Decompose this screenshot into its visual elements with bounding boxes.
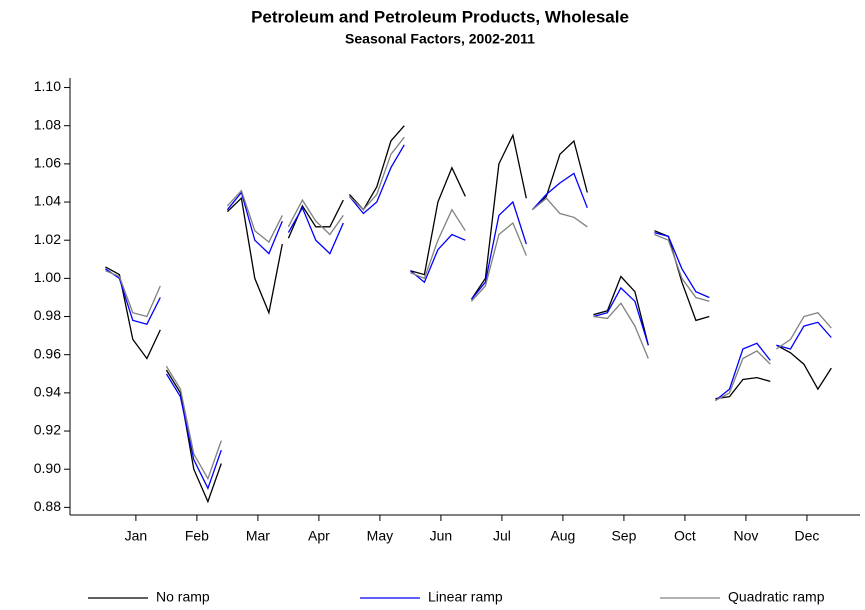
x-tick-label: Nov [733, 528, 758, 544]
y-tick-label: 0.90 [34, 460, 61, 476]
x-tick-label: Jul [493, 528, 511, 544]
y-tick-label: 1.04 [34, 193, 61, 209]
x-tick-label: Feb [185, 528, 209, 544]
legend-label: Quadratic ramp [728, 589, 825, 605]
y-tick-label: 1.08 [34, 116, 61, 132]
legend-label: No ramp [156, 589, 210, 605]
x-tick-label: Aug [550, 528, 575, 544]
y-tick-label: 1.06 [34, 155, 61, 171]
legend-label: Linear ramp [428, 589, 503, 605]
x-tick-label: Oct [674, 528, 696, 544]
y-tick-label: 1.02 [34, 231, 61, 247]
y-tick-label: 0.92 [34, 422, 61, 438]
y-tick-label: 0.94 [34, 384, 61, 400]
series-line [105, 125, 832, 504]
x-tick-label: May [367, 528, 393, 544]
chart-subtitle: Seasonal Factors, 2002-2011 [345, 31, 535, 47]
y-tick-label: 0.96 [34, 345, 61, 361]
y-tick-label: 0.98 [34, 307, 61, 323]
x-tick-label: Dec [794, 528, 819, 544]
y-tick-label: 1.10 [34, 78, 61, 94]
y-tick-label: 1.00 [34, 269, 61, 285]
x-tick-label: Jun [430, 528, 453, 544]
series-line [105, 136, 832, 481]
x-tick-label: Mar [246, 528, 270, 544]
x-tick-label: Apr [308, 528, 330, 544]
y-tick-label: 0.88 [34, 498, 61, 514]
series-line [105, 144, 832, 490]
chart-title: Petroleum and Petroleum Products, Wholes… [251, 7, 629, 26]
x-tick-label: Jan [125, 528, 148, 544]
x-tick-label: Sep [611, 528, 636, 544]
